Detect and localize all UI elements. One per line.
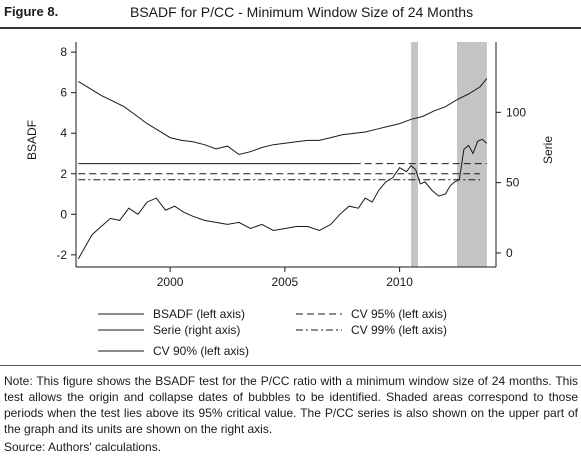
legend-label-3: CV 90% (left axis)	[153, 344, 249, 358]
shaded-period-2	[456, 42, 487, 267]
legend-label-2: Serie (right axis)	[153, 323, 240, 337]
shaded-period-1	[411, 42, 418, 267]
y-left-tick-label-2: 2	[60, 167, 67, 181]
series-line-2	[78, 78, 488, 156]
figure-note: Note: This figure shows the BSADF test f…	[4, 374, 578, 436]
y-left-tick-label-6: 6	[60, 86, 67, 100]
y-right-tick-label-50: 50	[506, 176, 520, 190]
legend-label-1: BSADF (left axis)	[153, 307, 245, 321]
figure-label: Figure 8.	[4, 4, 59, 19]
x-tick-label-2005: 2005	[272, 275, 299, 289]
y-left-tick-label-0: 0	[60, 207, 67, 221]
shaded-periods	[411, 42, 487, 267]
y-axis-left-title: BSADF	[25, 120, 39, 160]
legend-label-4: CV 95% (left axis)	[351, 307, 447, 321]
ticks: 2000 2005 2010 -2 0 2 4 6 8 0 50 100	[56, 45, 526, 289]
series-line-1	[77, 138, 488, 260]
legend: BSADF (left axis) Serie (right axis) CV 90…	[98, 307, 447, 358]
y-left-tick-label--2: -2	[56, 248, 67, 262]
figure-source: Source: Authors' calculations.	[4, 440, 162, 454]
y-left-tick-label-4: 4	[60, 126, 67, 140]
top-rule	[0, 27, 581, 29]
x-tick-label-2000: 2000	[157, 275, 184, 289]
legend-label-5: CV 99% (left axis)	[351, 323, 447, 337]
x-tick-label-2010: 2010	[386, 275, 413, 289]
figure-title: BSADF for P/CC - Minimum Window Size of …	[130, 4, 474, 20]
bottom-rule	[0, 365, 581, 366]
bsadf-chart: 2000 2005 2010 -2 0 2 4 6 8 0 50 100 BSADF Serie BS…	[25, 42, 555, 358]
axes	[75, 42, 497, 268]
series-lines	[77, 78, 488, 260]
y-right-tick-label-100: 100	[506, 105, 526, 119]
y-left-tick-label-8: 8	[60, 45, 67, 59]
y-axis-right-title: Serie	[541, 136, 555, 164]
y-right-tick-label-0: 0	[506, 246, 513, 260]
